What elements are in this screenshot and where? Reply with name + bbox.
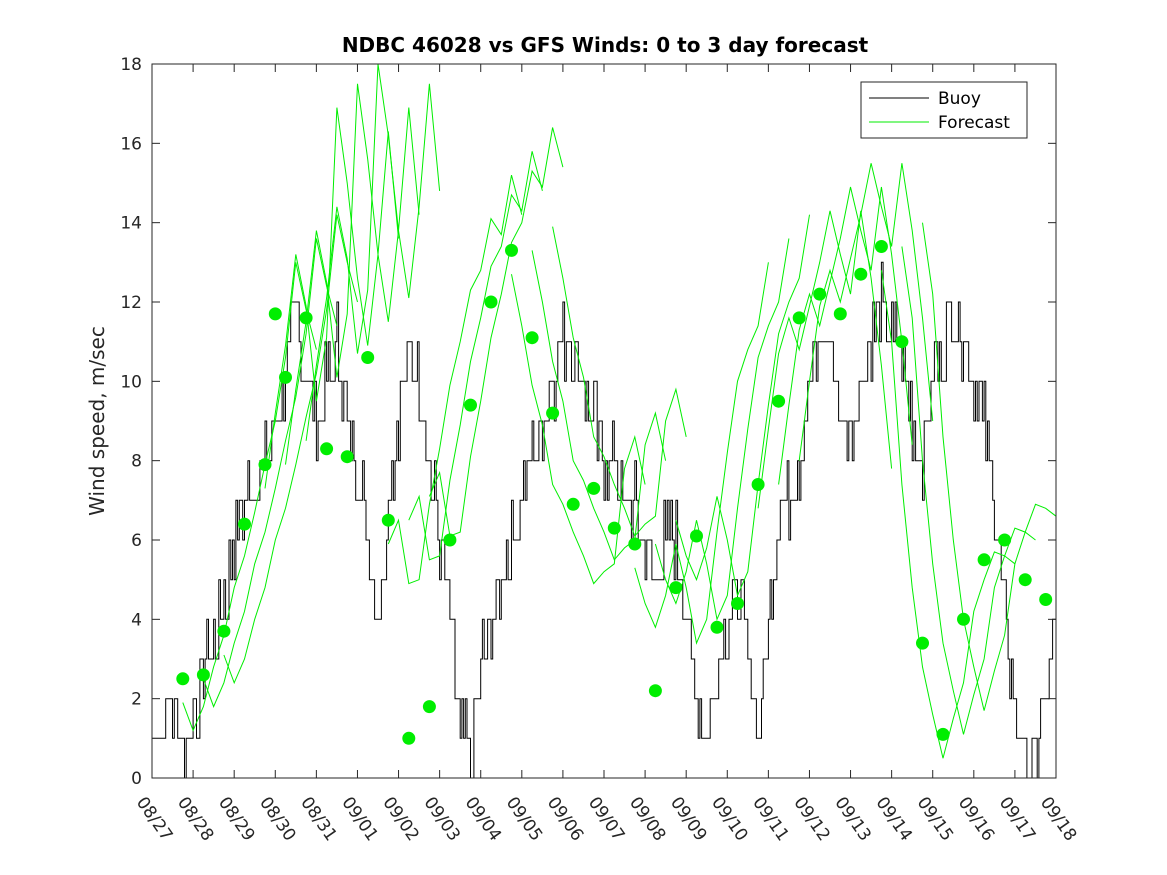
y-tick-label: 6	[131, 531, 142, 551]
legend-buoy-label: Buoy	[938, 89, 981, 109]
forecast-line	[757, 210, 893, 509]
forecast-line	[634, 262, 769, 645]
forecast-point	[854, 267, 868, 281]
forecast-point	[217, 624, 231, 638]
forecast-line	[511, 274, 646, 585]
forecast-point	[751, 478, 765, 491]
forecast-point	[813, 287, 827, 301]
forecast-line	[408, 151, 543, 561]
forecast-point	[505, 243, 518, 257]
y-tick-label: 10	[120, 372, 142, 392]
forecast-line	[182, 262, 317, 732]
y-tick-label: 8	[131, 452, 142, 472]
forecast-point	[936, 727, 950, 741]
forecast-point	[690, 529, 703, 543]
forecast-line	[675, 214, 810, 598]
forecast-line	[202, 238, 338, 708]
forecast-point	[268, 307, 282, 321]
y-tick-label: 16	[120, 134, 142, 154]
forecast-point	[916, 636, 929, 650]
forecast-point	[792, 311, 806, 325]
forecast-points	[176, 240, 1053, 745]
forecast-point	[464, 398, 477, 412]
y-axis-label: Wind speed, m/sec	[85, 326, 109, 516]
forecast-line	[223, 214, 358, 685]
forecast-line	[654, 238, 790, 622]
y-axis-ticks: 0 2 4 6 8 10 12 14 16 18	[120, 55, 1056, 789]
plot-area	[152, 64, 1056, 778]
y-tick-label: 12	[120, 293, 142, 313]
forecast-point	[299, 311, 313, 325]
legend-forecast-label: Forecast	[938, 113, 1010, 133]
legend-box	[860, 81, 1028, 139]
y-tick-label: 0	[131, 769, 142, 789]
forecast-point	[628, 537, 642, 551]
forecast-point	[443, 533, 457, 547]
forecast-point	[258, 458, 272, 472]
forecast-point	[279, 370, 292, 384]
forecast-point	[833, 307, 847, 321]
forecast-point	[957, 612, 970, 626]
forecast-line	[305, 63, 441, 441]
buoy-series	[152, 261, 1056, 779]
forecast-point	[546, 406, 560, 420]
forecast-line	[552, 226, 687, 537]
y-tick-label: 4	[131, 610, 142, 630]
forecast-point	[238, 517, 251, 531]
forecast-point	[422, 700, 436, 714]
forecast-point	[587, 481, 601, 495]
forecast-point	[381, 513, 395, 527]
chart-title: NDBC 46028 vs GFS Winds: 0 to 3 day fore…	[342, 33, 869, 57]
forecast-point	[998, 533, 1012, 547]
forecast-point	[1039, 593, 1053, 606]
forecast-line	[285, 83, 420, 465]
y-tick-label: 2	[131, 690, 142, 710]
forecast-point	[566, 497, 580, 511]
y-tick-label: 14	[120, 214, 142, 234]
forecast-point	[176, 672, 190, 686]
forecast-point	[772, 394, 786, 408]
forecast-point	[1018, 573, 1032, 587]
forecast-point	[402, 731, 416, 745]
forecast-line	[387, 174, 523, 585]
forecast-point	[977, 553, 991, 567]
forecast-line	[531, 250, 667, 561]
forecast-point	[874, 240, 888, 253]
forecast-point	[196, 668, 210, 682]
forecast-line	[901, 246, 1036, 735]
forecast-lines	[182, 63, 1057, 759]
forecast-point	[361, 351, 375, 364]
forecast-point	[320, 442, 334, 456]
forecast-point	[484, 295, 498, 309]
legend: Buoy Forecast	[860, 81, 1028, 139]
forecast-point	[607, 521, 621, 535]
forecast-point	[648, 684, 662, 698]
forecast-point	[340, 450, 354, 464]
forecast-point	[731, 597, 744, 610]
buoy-line	[152, 261, 1056, 779]
forecast-line	[922, 222, 1057, 711]
y-tick-label: 18	[120, 55, 142, 75]
forecast-point	[669, 581, 683, 595]
forecast-point	[895, 335, 909, 349]
forecast-point	[710, 620, 724, 634]
forecast-point	[525, 331, 539, 345]
forecast-line	[264, 107, 399, 489]
